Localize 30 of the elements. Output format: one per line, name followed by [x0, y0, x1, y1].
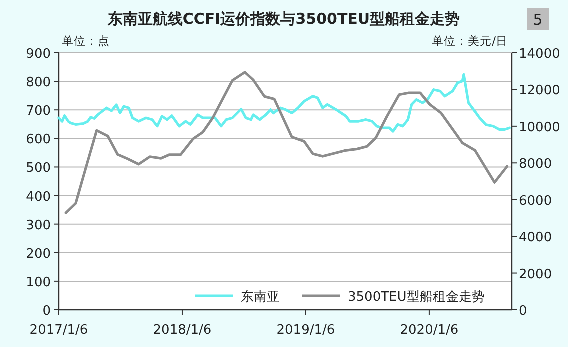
- y2-tick-label: 4000: [519, 230, 552, 246]
- legend-label: 3500TEU型船租金走势: [348, 290, 485, 305]
- x-tick-label: 2019/1/6: [276, 323, 336, 338]
- y-tick-label: 900: [26, 47, 51, 62]
- y-tick-label: 700: [26, 104, 51, 120]
- y-tick-label: 200: [26, 246, 51, 262]
- y2-tick-label: 12000: [519, 84, 560, 99]
- legend-label: 东南亚: [241, 290, 280, 305]
- y-tick-label: 0: [42, 304, 51, 319]
- y-tick-label: 300: [26, 218, 51, 234]
- chart-title: 东南亚航线CCFI运价指数与3500TEU型船租金走势: [106, 10, 460, 28]
- y2-tick-label: 2000: [519, 267, 552, 282]
- y2-tick-label: 10000: [519, 120, 560, 136]
- x-tick-label: 2020/1/6: [400, 323, 459, 338]
- text: 5: [533, 11, 543, 29]
- y-axis-title: 单位：点: [62, 34, 110, 48]
- line-series: [58, 73, 511, 133]
- y2-axis-title: 单位：美元/日: [432, 34, 508, 48]
- y-tick-label: 800: [26, 76, 51, 91]
- y2-tick-label: 6000: [519, 194, 552, 209]
- y2-tick-label: 14000: [519, 47, 560, 62]
- y-tick-label: 600: [26, 132, 51, 148]
- line-series: [64, 71, 509, 214]
- y2-tick-label: 8000: [519, 157, 552, 172]
- y2-tick-label: 0: [519, 304, 528, 319]
- x-tick-label: 2018/1/6: [153, 323, 212, 338]
- x-tick-label: 2017/1/6: [30, 323, 88, 338]
- y-tick-label: 500: [26, 161, 51, 176]
- y-tick-label: 100: [26, 275, 51, 290]
- y-tick-label: 400: [26, 190, 51, 205]
